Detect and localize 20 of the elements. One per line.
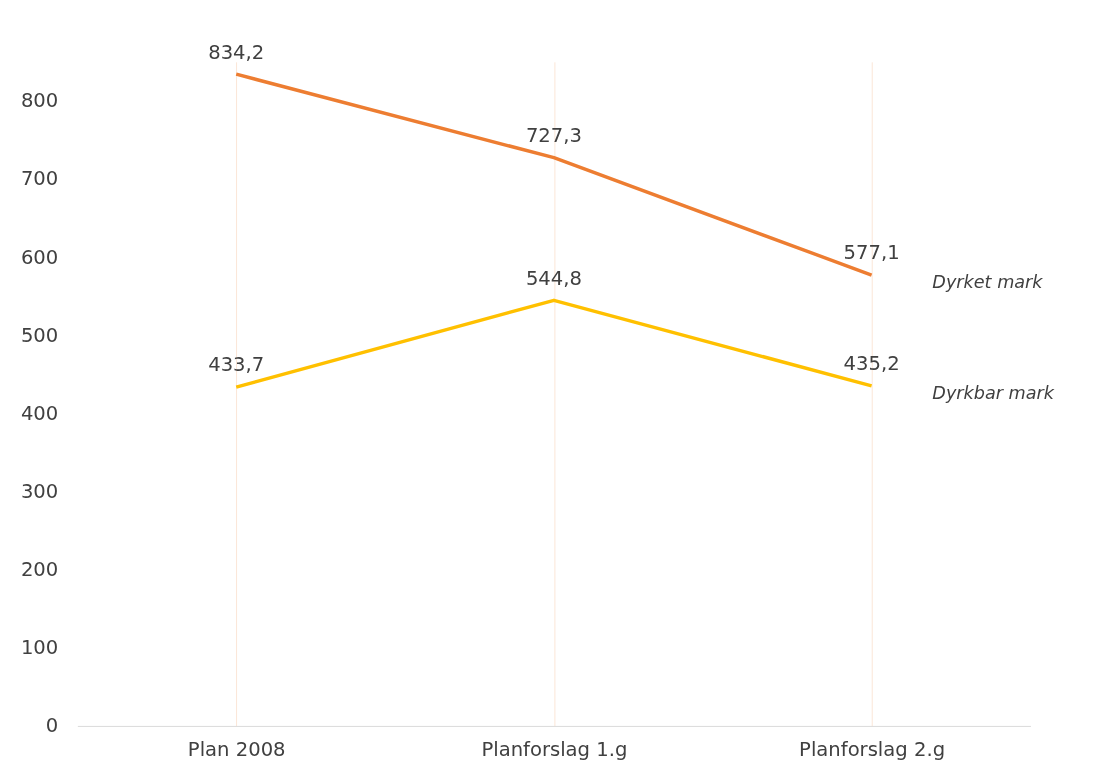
y-tick-label: 100 — [20, 636, 59, 660]
y-tick-label: 700 — [20, 167, 59, 191]
y-tick-label: 300 — [20, 479, 59, 503]
y-tick-label: 800 — [20, 89, 59, 113]
data-label: 544,8 — [525, 266, 582, 290]
data-label: 577,1 — [843, 241, 900, 265]
text: Dyrket mark — [932, 271, 1044, 292]
y-tick-label: 400 — [20, 401, 59, 425]
x-tick-label: Planforslag 1.g — [481, 737, 628, 761]
data-label: 433,7 — [208, 353, 265, 377]
x-tick-label: Plan 2008 — [187, 737, 286, 761]
data-label: 834,2 — [208, 40, 265, 64]
data-label: 435,2 — [843, 352, 900, 376]
text: Dyrkbar mark — [932, 382, 1055, 403]
y-tick-label: 600 — [20, 245, 59, 269]
y-tick-label: 0 — [45, 714, 59, 738]
x-tick-label: Planforslag 2.g — [799, 737, 946, 761]
y-tick-label: 200 — [20, 558, 59, 582]
data-label: 727,3 — [525, 124, 582, 148]
y-tick-label: 500 — [20, 323, 59, 347]
